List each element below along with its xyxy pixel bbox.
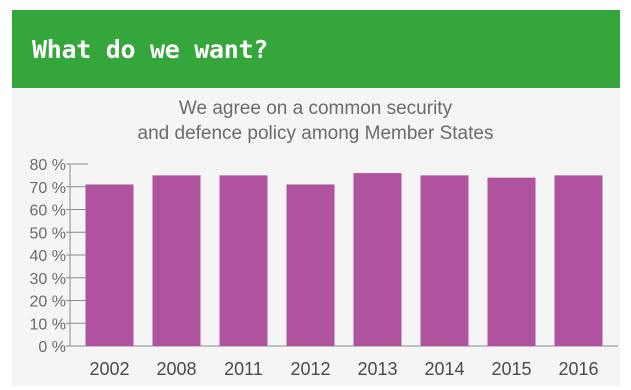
y-tick-label: 20 %	[30, 294, 66, 311]
chart-title-line-1: We agree on a common security	[178, 98, 453, 119]
bar-2015	[487, 177, 536, 346]
x-tick-label: 2013	[357, 359, 397, 379]
chart-title-line-2: and defence policy among Member States	[137, 123, 494, 144]
y-tick-label: 80 %	[30, 157, 66, 174]
page-title: What do we want?	[32, 34, 269, 64]
bar-2012	[286, 184, 335, 346]
x-tick-label: 2014	[424, 359, 464, 379]
y-tick-label: 0 %	[38, 339, 66, 356]
y-tick-label: 70 %	[30, 180, 66, 197]
x-tick-label: 2008	[156, 359, 196, 379]
bar-2016	[554, 175, 603, 346]
x-tick-label: 2015	[491, 359, 531, 379]
x-tick-label: 2011	[224, 359, 263, 379]
header-banner: What do we want?	[12, 10, 620, 88]
bars	[85, 173, 603, 346]
bar-2002	[85, 184, 134, 346]
y-tick-label: 60 %	[30, 203, 66, 220]
y-tick-label: 50 %	[30, 225, 66, 242]
x-tick-label: 2012	[290, 359, 330, 379]
y-tick-label: 40 %	[30, 248, 66, 265]
chart-title: We agree on a common security and defenc…	[0, 96, 631, 146]
y-tick-label: 30 %	[30, 271, 66, 288]
x-axis-labels: 2002 2008 2011 2012 2013 2014 2015 2016	[89, 359, 598, 379]
y-tick-label: 10 %	[30, 316, 66, 333]
bar-2008	[152, 175, 201, 346]
bar-2014	[420, 175, 469, 346]
bar-2011	[219, 175, 268, 346]
bar-2013	[353, 173, 402, 346]
x-tick-label: 2002	[89, 359, 129, 379]
x-tick-label: 2016	[558, 359, 598, 379]
